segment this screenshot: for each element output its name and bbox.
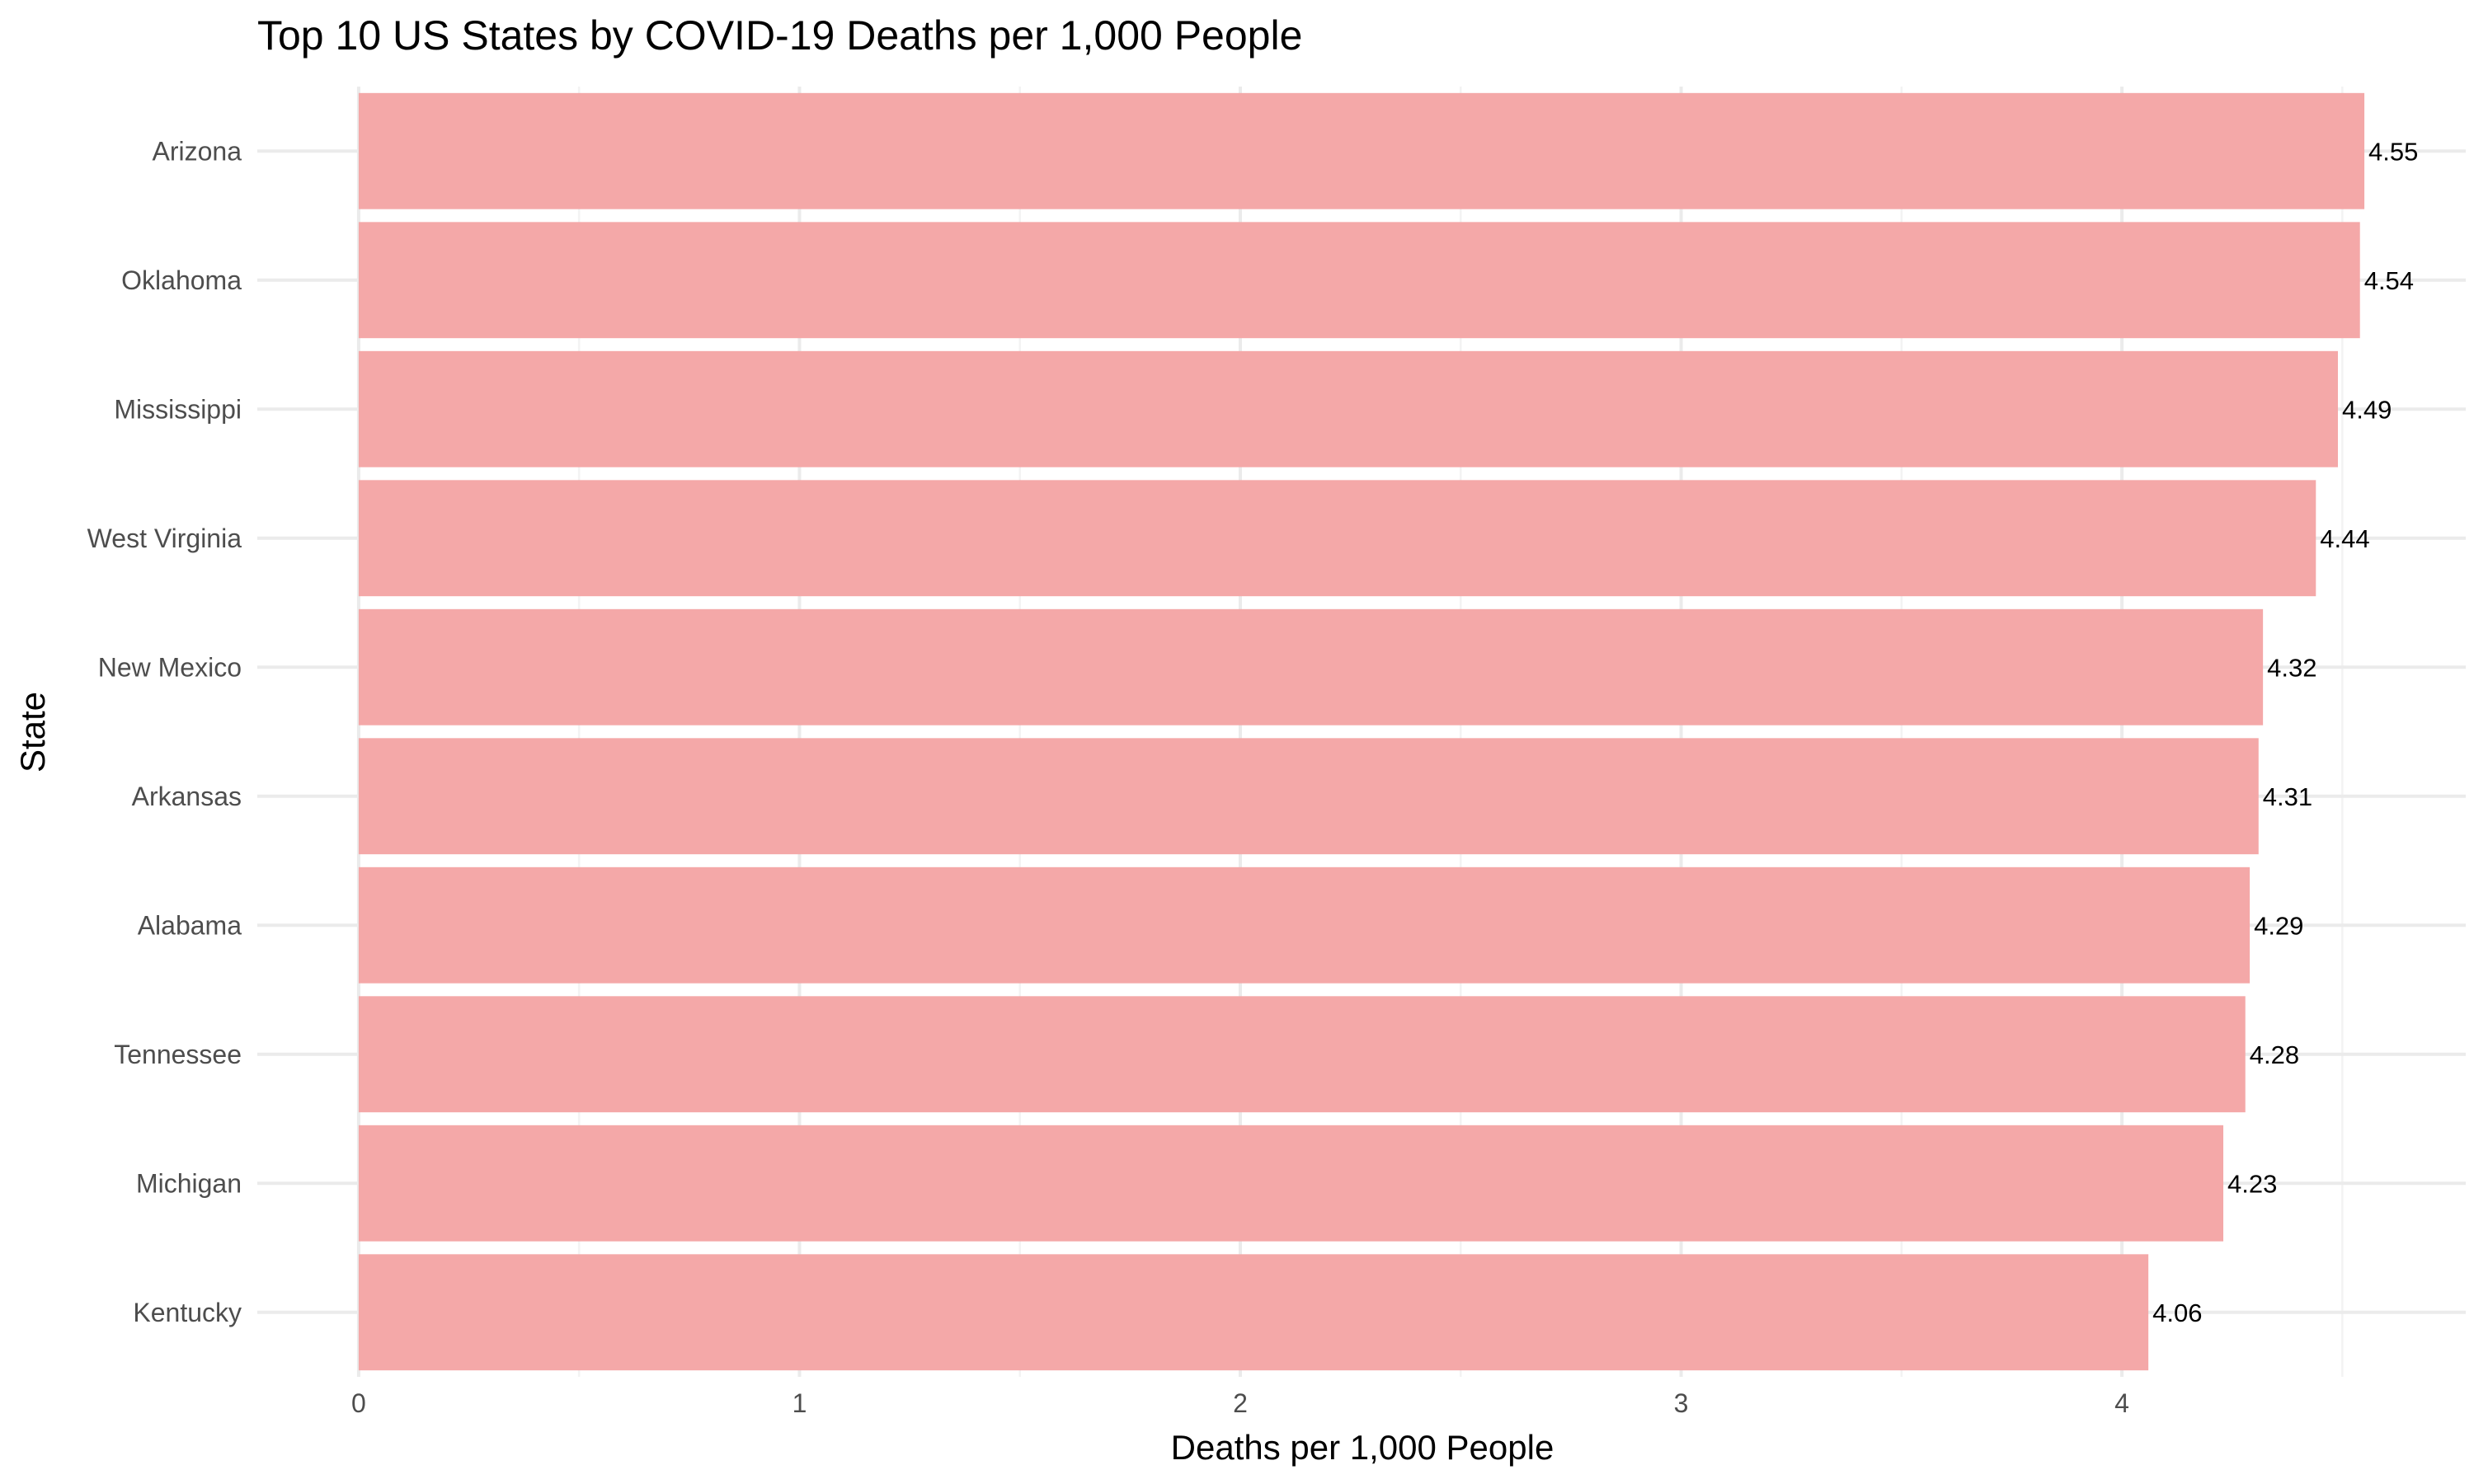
y-tick-label: Mississippi	[114, 394, 242, 424]
y-tick-label: Oklahoma	[121, 265, 242, 295]
y-tick-label: Alabama	[138, 910, 242, 940]
bar	[358, 608, 2264, 726]
y-tick-label: New Mexico	[98, 652, 242, 682]
bar-value-label: 4.55	[2368, 137, 2418, 166]
bar-value-label: 4.49	[2342, 395, 2392, 424]
x-tick-label: 2	[1233, 1388, 1248, 1418]
y-tick-label: Arizona	[153, 136, 242, 166]
y-tick-label: Arkansas	[132, 782, 242, 811]
bar	[358, 92, 2365, 209]
bar-value-label: 4.06	[2152, 1298, 2202, 1327]
bar	[358, 1254, 2149, 1371]
y-tick-label: Michigan	[136, 1168, 242, 1198]
x-axis-title: Deaths per 1,000 People	[1171, 1428, 1554, 1467]
bar-value-label: 4.29	[2254, 911, 2303, 940]
x-tick-label: 1	[793, 1388, 807, 1418]
data-labels: 4.55 4.54 4.49 4.44 4.32 4.31 4.29 4.28 4.23 4.06	[2152, 137, 2418, 1327]
bars	[358, 92, 2365, 1371]
bar-value-label: 4.23	[2227, 1169, 2277, 1198]
bar	[358, 222, 2360, 339]
y-axis-title: State	[13, 692, 52, 773]
x-tick-label: 0	[351, 1388, 366, 1418]
bar	[358, 996, 2246, 1113]
chart-title: Top 10 US States by COVID-19 Deaths per …	[257, 12, 1302, 59]
y-tick-label: Tennessee	[114, 1040, 242, 1069]
bar-value-label: 4.32	[2267, 653, 2316, 682]
x-tick-label: 3	[1674, 1388, 1689, 1418]
bar-value-label: 4.31	[2263, 782, 2312, 811]
bar	[358, 866, 2251, 984]
bar	[358, 1125, 2224, 1242]
bar-value-label: 4.28	[2250, 1040, 2299, 1069]
bar	[358, 738, 2259, 855]
y-axis-tick-labels: Arizona Oklahoma Mississippi West Virginia N…	[87, 136, 242, 1327]
bar	[358, 350, 2338, 467]
bar	[358, 480, 2316, 597]
bar-value-label: 4.54	[2364, 266, 2414, 295]
bar-value-label: 4.44	[2320, 524, 2369, 553]
x-axis-tick-labels: 0 1 2 3 4	[351, 1388, 2129, 1418]
y-tick-label: Kentucky	[133, 1298, 242, 1327]
y-tick-label: West Virginia	[87, 524, 242, 553]
x-tick-label: 4	[2114, 1388, 2129, 1418]
